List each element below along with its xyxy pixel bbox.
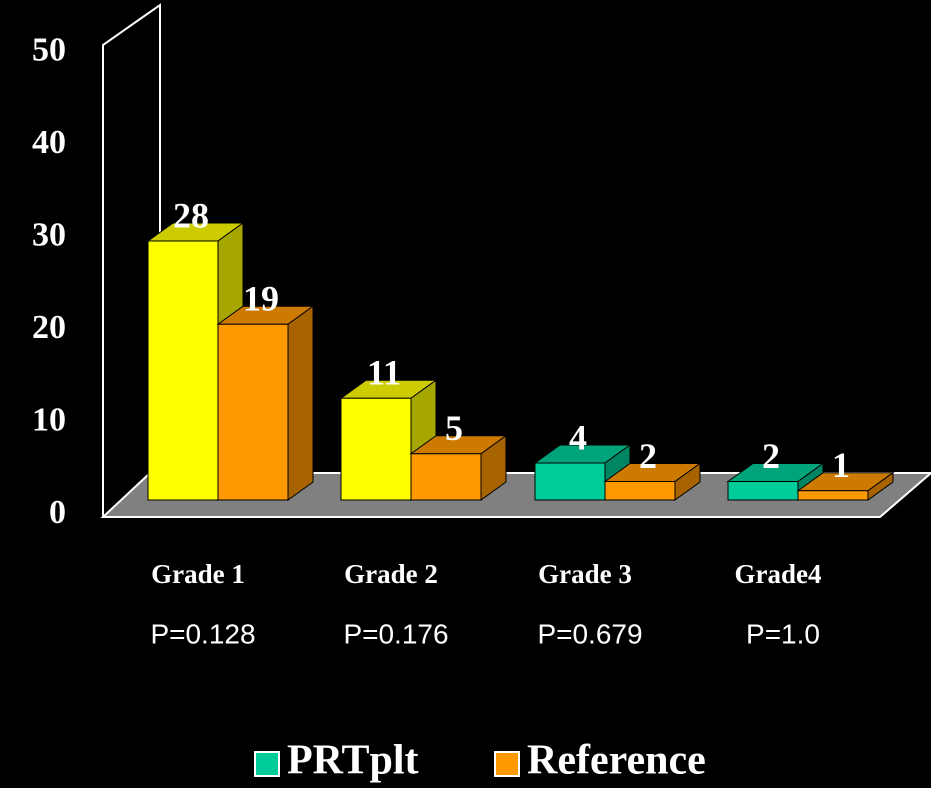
x-tick-label: Grade 1	[151, 559, 245, 589]
x-tick-label: Grade 3	[538, 559, 632, 589]
bar	[217, 323, 289, 501]
annotation: P=0.128	[150, 618, 255, 649]
legend-swatch	[494, 751, 520, 777]
data-label: 5	[445, 408, 463, 448]
bar	[534, 462, 606, 501]
bar	[797, 490, 869, 501]
data-label: 19	[243, 279, 279, 319]
bar	[410, 453, 482, 501]
data-label: 4	[569, 417, 587, 457]
legend-label: Reference	[527, 738, 706, 784]
bar	[147, 240, 219, 501]
annotation: P=1.0	[746, 618, 820, 649]
legend-label: PRTplt	[287, 738, 419, 784]
bar-side	[287, 305, 314, 501]
data-label: 2	[762, 436, 780, 476]
y-tick-label: 30	[32, 216, 66, 253]
bar	[340, 397, 412, 501]
x-tick-label: Grade4	[735, 559, 822, 589]
y-tick-label: 50	[32, 31, 66, 68]
data-label: 11	[367, 353, 401, 393]
annotation: P=0.176	[343, 618, 448, 649]
bar	[604, 481, 676, 501]
y-tick-label: 0	[49, 494, 66, 531]
x-tick-label: Grade 2	[344, 559, 438, 589]
annotation: P=0.679	[537, 618, 642, 649]
y-tick-label: 10	[32, 401, 66, 438]
y-tick-label: 20	[32, 309, 66, 346]
data-label: 2	[639, 436, 657, 476]
data-label: 1	[832, 445, 850, 485]
legend-swatch	[254, 751, 280, 777]
data-label: 28	[173, 195, 209, 235]
y-tick-label: 40	[32, 124, 66, 161]
bar	[727, 481, 799, 501]
